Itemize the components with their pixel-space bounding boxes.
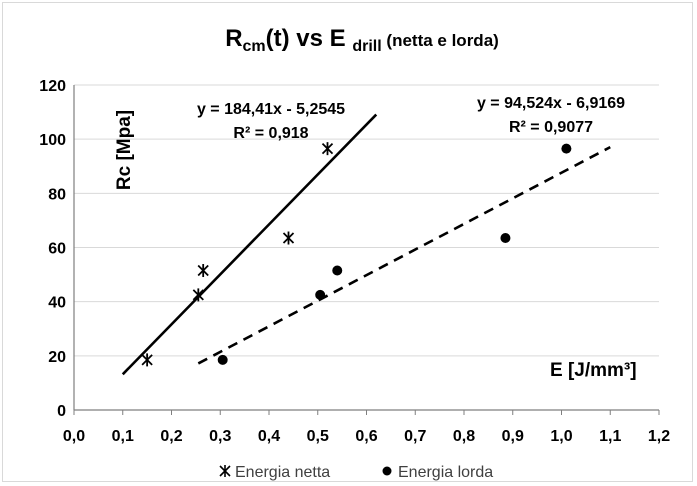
data-point-netta: [141, 353, 153, 367]
data-points: [141, 142, 572, 367]
legend-marker-asterisk: [219, 465, 231, 477]
trendline-netta: [121, 113, 378, 376]
trendline-r2-lorda: R² = 0,9077: [509, 119, 593, 136]
x-tick-label: 0,7: [404, 428, 426, 445]
y-tick-label: 60: [48, 241, 66, 258]
y-tick-label: 100: [39, 132, 66, 149]
y-tick-label: 80: [48, 186, 66, 203]
data-point-netta: [192, 288, 204, 302]
axes: [73, 85, 660, 415]
x-tick-label: 0,3: [209, 428, 231, 445]
trendline-r2-netta: R² = 0,918: [233, 125, 308, 142]
gridlines: [74, 84, 659, 357]
y-tick-label: 120: [39, 78, 66, 95]
trendline-equation-netta: y = 184,41x - 5,2545: [197, 101, 345, 118]
x-tick-label: 0,6: [355, 428, 377, 445]
x-axis-label: E [J/mm³]: [550, 360, 637, 381]
x-tick-label: 1,2: [648, 428, 670, 445]
legend-marker-circle: [382, 466, 392, 476]
y-tick-label: 0: [57, 403, 66, 420]
y-axis-label: Rc [Mpa]: [114, 110, 135, 190]
y-tick-labels: 0 20 40 60 80 100 120: [39, 78, 66, 420]
data-point-lorda: [561, 143, 572, 154]
legend-label-lorda: Energia lorda: [398, 464, 493, 481]
legend: Energia netta Energia lorda: [219, 464, 493, 481]
data-point-netta: [282, 231, 295, 245]
data-point-lorda: [332, 265, 343, 276]
x-tick-label: 1,1: [599, 428, 621, 445]
trendline-lorda: [197, 145, 611, 365]
data-point-netta: [197, 264, 209, 278]
chart-frame: [2, 2, 693, 482]
x-tick-label: 0,4: [258, 428, 280, 445]
y-tick-label: 40: [48, 295, 66, 312]
data-point-lorda: [500, 233, 511, 244]
x-tick-label: 0,9: [502, 428, 524, 445]
x-tick-label: 0,1: [112, 428, 134, 445]
x-tick-label: 0,2: [160, 428, 182, 445]
x-tick-label: 0,0: [63, 428, 85, 445]
data-point-lorda: [217, 354, 228, 365]
x-tick-label: 0,5: [307, 428, 329, 445]
data-point-netta: [321, 142, 334, 156]
data-point-lorda: [315, 289, 326, 300]
trendlines: [121, 113, 611, 376]
y-tick-label: 20: [48, 349, 66, 366]
legend-label-netta: Energia netta: [235, 464, 330, 481]
x-tick-labels: 0,0 0,1 0,2 0,3 0,4 0,5 0,6 0,7 0,8 0,9 1,0 1,1 1,2: [63, 428, 670, 445]
x-tick-label: 0,8: [453, 428, 475, 445]
trendline-equation-lorda: y = 94,524x - 6,9169: [477, 95, 625, 112]
chart-title: Rcm(t) vs E drill (netta e lorda): [225, 25, 499, 55]
x-tick-label: 1,0: [550, 428, 572, 445]
